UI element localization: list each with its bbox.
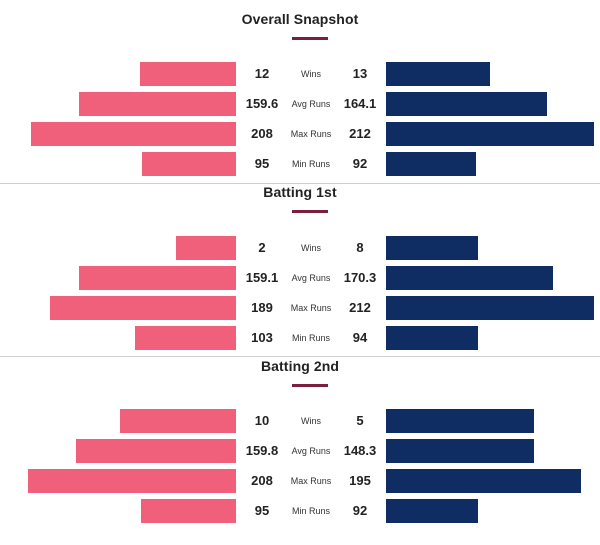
left-team-bar (140, 62, 236, 86)
right-team-value: 170.3 (343, 270, 377, 285)
stat-row-batting-1st-wins: 2 Wins 8 (0, 236, 600, 260)
left-team-value: 95 (254, 503, 270, 518)
left-team-value: 12 (254, 66, 270, 81)
stat-row-overall-wins: 12 Wins 13 (0, 62, 600, 86)
metric-label: Wins (301, 416, 321, 426)
right-team-value: 94 (352, 330, 368, 345)
right-team-bar (386, 236, 478, 260)
stat-row-overall-min-runs: 95 Min Runs 92 (0, 152, 600, 176)
right-team-bar (386, 439, 534, 463)
section-divider (0, 183, 600, 184)
left-team-value: 208 (251, 473, 273, 488)
metric-label: Min Runs (291, 333, 330, 343)
left-team-bar (120, 409, 236, 433)
stat-row-batting-2nd-max-runs: 208 Max Runs 195 (0, 469, 600, 493)
right-team-value: 92 (352, 503, 368, 518)
right-team-bar (386, 296, 594, 320)
metric-label: Avg Runs (291, 273, 331, 283)
right-team-value: 8 (356, 240, 364, 255)
stat-row-batting-2nd-avg-runs: 159.8 Avg Runs 148.3 (0, 439, 600, 463)
section-title-batting-2nd: Batting 2nd (260, 358, 340, 374)
left-team-value: 2 (258, 240, 266, 255)
left-team-bar (31, 122, 236, 146)
left-team-value: 208 (251, 126, 273, 141)
section-title-underline (292, 384, 328, 387)
right-team-bar (386, 152, 476, 176)
left-team-value: 159.1 (245, 270, 279, 285)
right-team-bar (386, 122, 594, 146)
section-title-batting-1st: Batting 1st (263, 184, 337, 200)
section-divider (0, 356, 600, 357)
stat-row-batting-2nd-wins: 10 Wins 5 (0, 409, 600, 433)
right-team-bar (386, 92, 547, 116)
left-team-bar (76, 439, 236, 463)
left-team-bar (79, 266, 236, 290)
metric-label: Min Runs (291, 159, 330, 169)
right-team-bar (386, 499, 478, 523)
stat-row-batting-1st-min-runs: 103 Min Runs 94 (0, 326, 600, 350)
metric-label: Avg Runs (291, 446, 331, 456)
metric-label: Max Runs (290, 129, 332, 139)
left-team-bar (142, 152, 236, 176)
left-team-bar (141, 499, 236, 523)
right-team-value: 92 (352, 156, 368, 171)
right-team-value: 164.1 (343, 96, 377, 111)
section-title-overall: Overall Snapshot (241, 11, 359, 27)
right-team-value: 195 (349, 473, 371, 488)
left-team-value: 189 (251, 300, 273, 315)
stat-row-overall-avg-runs: 159.6 Avg Runs 164.1 (0, 92, 600, 116)
right-team-bar (386, 469, 581, 493)
right-team-bar (386, 326, 478, 350)
stat-row-batting-1st-max-runs: 189 Max Runs 212 (0, 296, 600, 320)
right-team-bar (386, 266, 553, 290)
right-team-value: 212 (349, 300, 371, 315)
metric-label: Avg Runs (291, 99, 331, 109)
left-team-value: 103 (251, 330, 273, 345)
right-team-value: 212 (349, 126, 371, 141)
left-team-value: 159.6 (245, 96, 279, 111)
right-team-value: 5 (356, 413, 364, 428)
stat-row-overall-max-runs: 208 Max Runs 212 (0, 122, 600, 146)
metric-label: Min Runs (291, 506, 330, 516)
left-team-bar (135, 326, 236, 350)
section-title-underline (292, 210, 328, 213)
left-team-value: 10 (254, 413, 270, 428)
right-team-value: 13 (352, 66, 368, 81)
right-team-bar (386, 409, 534, 433)
left-team-bar (176, 236, 236, 260)
left-team-bar (79, 92, 236, 116)
left-team-bar (50, 296, 236, 320)
left-team-bar (28, 469, 236, 493)
metric-label: Wins (301, 69, 321, 79)
metric-label: Max Runs (290, 303, 332, 313)
right-team-value: 148.3 (343, 443, 377, 458)
stat-row-batting-2nd-min-runs: 95 Min Runs 92 (0, 499, 600, 523)
section-title-underline (292, 37, 328, 40)
left-team-value: 95 (254, 156, 270, 171)
metric-label: Max Runs (290, 476, 332, 486)
stat-row-batting-1st-avg-runs: 159.1 Avg Runs 170.3 (0, 266, 600, 290)
right-team-bar (386, 62, 490, 86)
left-team-value: 159.8 (245, 443, 279, 458)
metric-label: Wins (301, 243, 321, 253)
